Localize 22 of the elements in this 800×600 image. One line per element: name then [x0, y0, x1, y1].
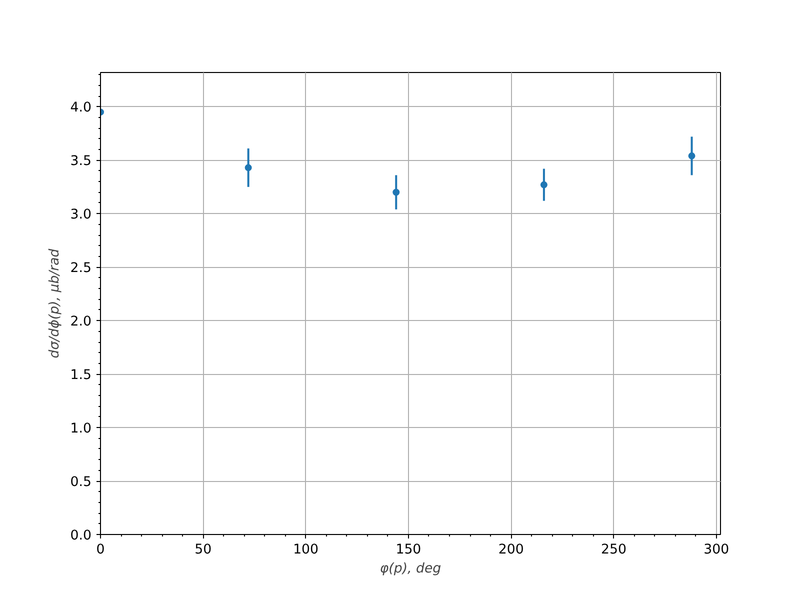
- x-tick-label: 150: [396, 542, 422, 558]
- x-tick-label: 100: [293, 542, 319, 558]
- y-tick-label: 2.0: [70, 314, 92, 330]
- y-tick-label: 2.5: [70, 261, 92, 276]
- y-tick-label: 1.0: [70, 422, 92, 437]
- point: [540, 181, 548, 188]
- point: [688, 152, 696, 160]
- x-tick-label: 50: [194, 542, 212, 558]
- x-tick-label: 200: [498, 542, 524, 558]
- y-tick-label: 0.0: [70, 528, 92, 544]
- y-tick-label: 3.5: [70, 154, 92, 170]
- x-tick-label: 0: [96, 542, 105, 558]
- x-tick-label: 300: [704, 542, 730, 558]
- x-axis-title: φ(p), deg: [380, 562, 442, 576]
- y-tick-label: 0.5: [70, 475, 92, 490]
- y-tick-label: 1.5: [70, 368, 92, 384]
- point: [392, 188, 400, 196]
- y-tick-label: 3.0: [70, 208, 92, 223]
- y-tick-label: 4.0: [70, 100, 92, 116]
- x-tick-label: 250: [601, 542, 626, 558]
- point: [244, 164, 252, 172]
- y-axis-title: dσ/dϕ(p), μb/rad: [47, 248, 62, 358]
